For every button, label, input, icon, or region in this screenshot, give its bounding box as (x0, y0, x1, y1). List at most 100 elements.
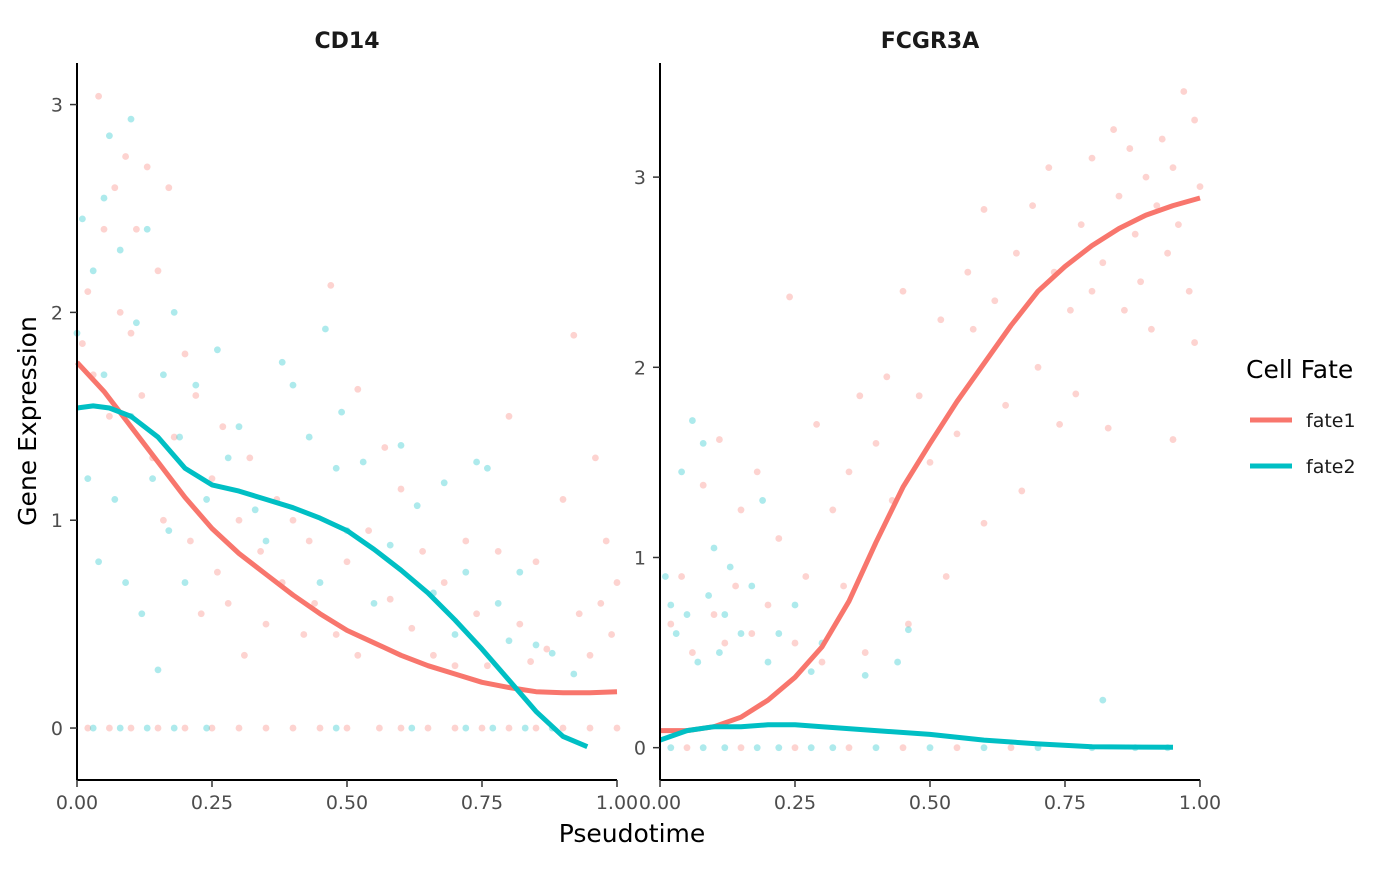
panel-2-point-fate2-24 (1099, 696, 1107, 704)
panel-1-point-fate2-45 (451, 631, 459, 638)
legend-title: Cell Fate (1246, 355, 1353, 384)
panel-2-point-fate1-21 (856, 392, 864, 400)
panel-2-point-fate2-13 (737, 630, 745, 637)
panel-1-point-fate2-54 (570, 670, 578, 678)
panel-2-y-tick-label-1: 1 (634, 547, 646, 569)
x-axis-title: Pseudotime (559, 819, 706, 848)
panel-1-y-tick-label-3: 3 (51, 95, 63, 117)
panel-1-point-fate1-63 (586, 651, 594, 659)
panel-1-point-fate1-55 (505, 412, 513, 420)
panel-2-point-fate1-73 (737, 744, 745, 752)
panel-2-point-fate2-32 (872, 744, 880, 752)
panel-1-point-fate2-34 (322, 325, 329, 333)
panel-2-point-fate1-24 (883, 373, 891, 381)
panel-2-point-fate1-53 (1110, 126, 1117, 133)
panel-2-point-fate1-49 (1088, 154, 1096, 162)
panel-2-point-fate2-19 (807, 668, 815, 675)
panel-1-point-fate1-20 (192, 392, 200, 399)
panel-1-point-fate1-65 (597, 599, 605, 607)
panel-1-point-fate1-39 (343, 558, 351, 566)
panel-1-point-fate1-44 (386, 595, 394, 603)
panel-1-x-tick-label-2: 0.50 (326, 792, 368, 814)
panel-1-point-fate1-24 (219, 423, 227, 431)
panel-1-point-fate1-57 (527, 658, 534, 665)
panel-2-point-fate2-8 (705, 592, 712, 599)
panel-2-point-fate2-6 (694, 658, 702, 666)
panel-1-line-fate1 (75, 360, 618, 696)
panel-2-point-fate1-35 (980, 206, 988, 213)
panel-2-point-fate1-26 (899, 287, 907, 295)
panel-2-point-fate2-3 (678, 468, 685, 476)
panel-1-x-tick-label-4: 1.00 (596, 792, 638, 814)
panel-1-point-fate1-29 (257, 547, 264, 555)
panel-1-line-fate2 (76, 403, 589, 750)
panel-2-point-fate1-7 (732, 582, 739, 590)
panel-2-x-tick-label-1: 0.25 (774, 792, 816, 814)
panel-1-point-fate1-7 (116, 308, 124, 316)
panel-2-point-fate1-13 (786, 293, 793, 301)
panel-1-x-tick-label-3: 0.75 (461, 792, 503, 814)
panel-1-point-fate2-50 (505, 637, 513, 645)
panel-1-y-tick-label-0: 0 (51, 718, 63, 740)
panel-2-point-fate1-8 (737, 506, 745, 514)
panel-1-point-fate1-67 (608, 631, 615, 638)
panel-1-point-fate1-53 (484, 662, 491, 670)
panel-2-point-fate2-28 (753, 744, 761, 752)
panel-1-point-fate2-47 (473, 458, 480, 466)
panel-2-point-fate1-18 (829, 506, 837, 514)
panel-2-point-fate1-22 (861, 649, 869, 656)
panel-1-point-fate1-17 (170, 433, 178, 441)
panel-2-point-fate1-78 (1007, 744, 1015, 752)
panel-1-point-fate2-3 (89, 267, 97, 275)
panel-1-point-fate2-4 (95, 558, 102, 566)
panel-1-point-fate1-28 (246, 454, 254, 462)
panel-1-point-fate1-8 (122, 153, 129, 160)
panel-1-point-fate1-23 (214, 568, 221, 576)
panel-2-point-fate1-11 (764, 601, 772, 609)
panel-1-title: CD14 (314, 29, 379, 54)
panel-2-point-fate1-74 (791, 744, 799, 752)
panel-2-point-fate2-12 (726, 563, 734, 571)
panel-2-point-fate2-31 (829, 744, 837, 752)
panel-2-point-fate1-60 (1148, 325, 1155, 333)
panel-2-point-fate1-29 (926, 458, 934, 466)
panel-2-point-fate1-40 (1018, 487, 1026, 495)
panel-2-x-tick-label-4: 1.00 (1179, 792, 1221, 814)
panel-1-point-fate2-64 (521, 724, 529, 732)
panel-2-point-fate1-47 (1072, 390, 1080, 398)
panel-1-point-fate1-19 (187, 537, 194, 545)
panel-2-point-fate2-14 (748, 582, 756, 590)
panel-2-point-fate2-30 (807, 744, 815, 752)
panel-1-point-fate2-19 (165, 527, 173, 535)
panel-1-point-fate2-17 (154, 666, 162, 674)
panel-2-point-fate1-6 (721, 639, 729, 647)
panel-2-point-fate2-22 (894, 658, 901, 666)
panel-1-point-fate2-23 (192, 381, 200, 389)
panel-1-point-fate1-22 (208, 475, 216, 483)
panel-1-point-fate2-6 (100, 371, 108, 379)
panel-1-point-fate2-63 (489, 724, 497, 732)
panel-1-point-fate1-48 (430, 651, 437, 659)
panel-1-point-fate2-14 (138, 610, 146, 618)
panel-1-point-fate1-11 (138, 392, 146, 399)
panel-2-point-fate1-68 (1185, 287, 1193, 295)
panel-1-point-fate1-14 (154, 267, 162, 275)
panel-1-point-fate2-62 (462, 724, 470, 732)
panel-1-point-fate1-83 (451, 724, 459, 732)
panel-1-point-fate1-66 (602, 537, 610, 545)
panel-1-point-fate2-20 (170, 308, 178, 316)
panel-1-point-fate1-56 (516, 620, 524, 628)
panel-1-point-fate1-4 (100, 225, 108, 233)
panel-2-point-fate1-67 (1180, 88, 1188, 95)
panel-2-point-fate1-50 (1088, 287, 1096, 295)
panel-1-point-fate2-51 (516, 568, 524, 576)
panel-2-point-fate1-64 (1169, 436, 1177, 443)
panel-2-y-tick-label-3: 3 (634, 167, 646, 189)
panel-1-point-fate1-60 (559, 496, 567, 503)
panel-1-point-fate2-35 (332, 464, 340, 472)
panel-1-point-fate1-73 (181, 724, 189, 732)
panel-1-point-fate1-3 (95, 92, 102, 100)
panel-2-point-fate1-72 (683, 744, 691, 752)
panel-1-point-fate1-33 (289, 516, 297, 524)
panel-1-point-fate1-77 (289, 724, 297, 732)
